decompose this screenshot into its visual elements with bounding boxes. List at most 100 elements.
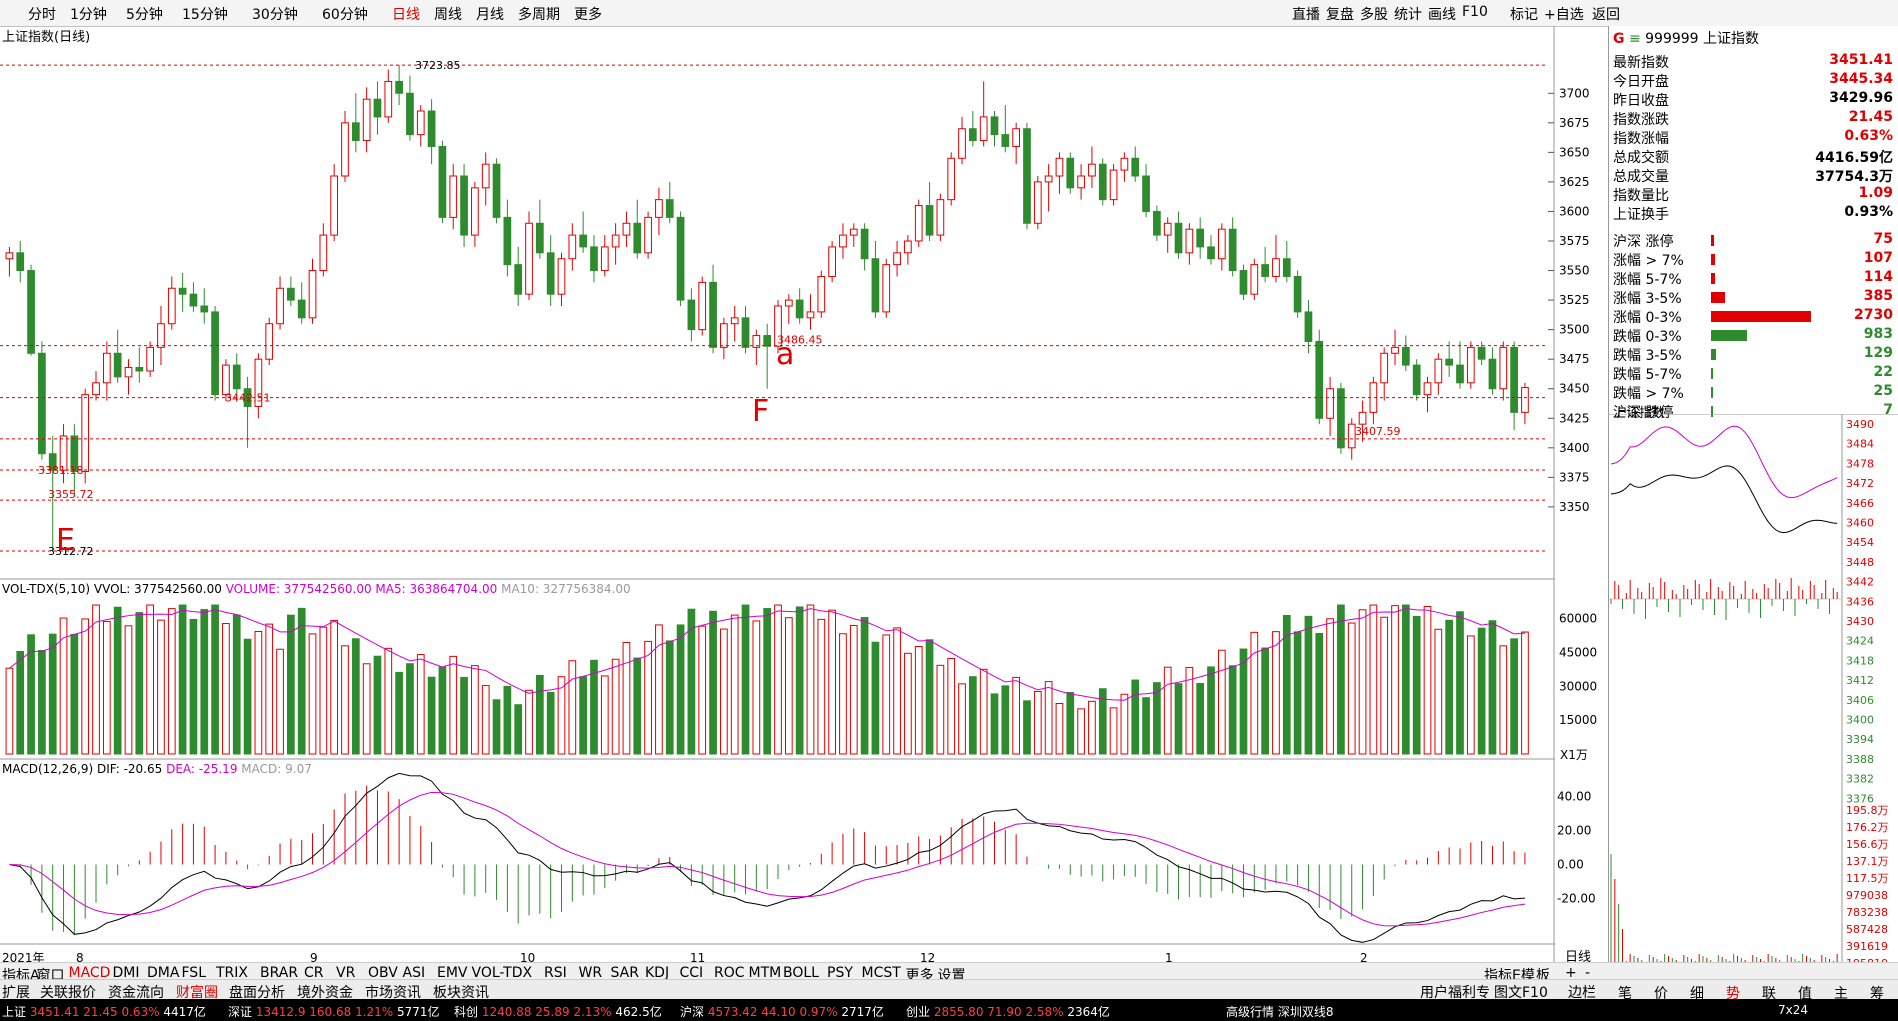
period-tab-6[interactable]: 日线: [392, 7, 420, 23]
volume-bar: [1044, 681, 1053, 755]
indicator-tab-2[interactable]: MACD: [68, 965, 111, 981]
indicator-tab-16[interactable]: SAR: [610, 965, 639, 981]
indicator-tab-14[interactable]: RSI: [544, 965, 567, 981]
indicator-tab-17[interactable]: KDJ: [645, 965, 670, 981]
panel-tab-3[interactable]: 势: [1726, 986, 1740, 1002]
candle: [113, 352, 122, 378]
indicator-tab-3[interactable]: DMI: [112, 965, 140, 981]
period-tab-0[interactable]: 分时: [28, 7, 56, 23]
quote-value: 21.45: [1848, 109, 1893, 125]
mini-y-label: 3442: [1846, 576, 1874, 589]
side-tab-0[interactable]: 用户福利专: [1420, 985, 1490, 1001]
candle: [1001, 134, 1010, 147]
status-index-sz[interactable]: 深证 13412.9 160.68 1.21% 5771亿: [228, 1003, 440, 1020]
toolbar-button-2[interactable]: 多股: [1360, 7, 1388, 23]
indicator-tab-22[interactable]: PSY: [827, 965, 853, 981]
panel-tab-6[interactable]: 主: [1834, 986, 1848, 1002]
panel-tab-1[interactable]: 价: [1654, 986, 1668, 1002]
ind-side-tab-3[interactable]: -: [1585, 965, 1591, 981]
panel-tab-2[interactable]: 细: [1690, 986, 1704, 1002]
volume-bar: [1337, 604, 1345, 755]
server-status[interactable]: 高级行情 深圳双线8: [1226, 1005, 1334, 1019]
breadth-row: 跌幅 5-7% 22: [1613, 364, 1895, 383]
info-tab-0[interactable]: 扩展: [2, 985, 30, 1001]
period-tab-2[interactable]: 5分钟: [126, 7, 163, 23]
info-tab-5[interactable]: 境外资金: [297, 985, 353, 1001]
toolbar-button-6[interactable]: 标记: [1510, 7, 1538, 23]
status-chg: 71.90: [987, 1005, 1026, 1019]
breadth-label: 涨幅 5-7%: [1613, 272, 1682, 288]
indicator-tab-20[interactable]: MTM: [748, 965, 782, 981]
status-index-sh[interactable]: 上证 3451.41 21.45 0.63% 4417亿: [2, 1003, 206, 1020]
indicator-tab-5[interactable]: FSL: [181, 965, 207, 981]
period-tab-3[interactable]: 15分钟: [182, 7, 228, 23]
indicator-tab-18[interactable]: CCI: [679, 965, 704, 981]
volume-bar: [330, 619, 339, 755]
candle: [849, 228, 858, 236]
indicator-tab-10[interactable]: OBV: [368, 965, 398, 981]
volume-bar: [600, 675, 609, 755]
side-tab-2[interactable]: 边栏: [1568, 985, 1596, 1001]
info-tab-2[interactable]: 资金流向: [108, 985, 164, 1001]
indicator-tab-23[interactable]: MCST: [861, 965, 901, 981]
info-tab-4[interactable]: 盘面分析: [229, 985, 285, 1001]
info-tab-1[interactable]: 关联报价: [40, 985, 96, 1001]
indicator-tab-19[interactable]: ROC: [714, 965, 745, 981]
info-tab-7[interactable]: 板块资讯: [433, 985, 489, 1001]
kline-chart[interactable]: 3723.85 3486.45 3442.51 3407.59 3381.18 3355.…: [0, 26, 1555, 970]
period-tab-9[interactable]: 多周期: [518, 7, 560, 23]
panel-tab-0[interactable]: 笔: [1618, 986, 1632, 1002]
indicator-tab-8[interactable]: CR: [304, 965, 324, 981]
candle: [1033, 181, 1042, 224]
panel-tab-4[interactable]: 联: [1762, 986, 1776, 1002]
ind-side-tab-2[interactable]: +: [1565, 965, 1577, 981]
intraday-chart[interactable]: 3490 3484 3478 3472 3466 3460 3454 3448 3442 3436…: [1609, 414, 1898, 994]
indicator-tab-6[interactable]: TRIX: [216, 965, 248, 981]
info-tab-6[interactable]: 市场资讯: [365, 985, 421, 1001]
volume-bar: [38, 650, 46, 755]
side-tab-1[interactable]: 图文F10: [1494, 985, 1548, 1001]
toolbar-button-5[interactable]: F10: [1462, 4, 1488, 20]
panel-tab-7[interactable]: 筹: [1870, 986, 1884, 1002]
period-tab-7[interactable]: 周线: [434, 7, 462, 23]
indicator-tab-12[interactable]: EMV: [437, 965, 468, 981]
candle: [1315, 340, 1324, 419]
volume-bar: [1434, 628, 1443, 755]
period-tab-8[interactable]: 月线: [476, 7, 504, 23]
status-index-cy[interactable]: 创业 2855.80 71.90 2.58% 2364亿: [906, 1003, 1110, 1020]
toolbar-button-7[interactable]: +自选: [1544, 7, 1584, 23]
volume-bar: [243, 638, 252, 755]
status-index-kc[interactable]: 科创 1240.88 25.89 2.13% 462.5亿: [454, 1003, 662, 1020]
toolbar-button-8[interactable]: 返回: [1592, 7, 1620, 23]
candle: [492, 163, 501, 218]
indicator-tab-21[interactable]: BOLL: [783, 965, 819, 981]
indicator-tab-15[interactable]: WR: [578, 965, 603, 981]
info-tab-3[interactable]: 财富圈: [176, 985, 218, 1001]
toolbar-button-4[interactable]: 画线: [1428, 7, 1456, 23]
quote-label: 上证换手: [1613, 207, 1669, 223]
indicator-tab-13[interactable]: VOL-TDX: [471, 965, 533, 981]
indicator-tab-7[interactable]: BRAR: [260, 965, 299, 981]
indicator-tab-11[interactable]: ASI: [402, 965, 426, 981]
quote-label: 最新指数: [1613, 55, 1669, 71]
toolbar-button-0[interactable]: 直播: [1292, 7, 1320, 23]
volume-bar: [1077, 708, 1085, 755]
volume-bar: [1033, 690, 1042, 755]
indicator-tab-9[interactable]: VR: [336, 965, 356, 981]
period-tab-10[interactable]: 更多: [574, 7, 602, 23]
x-tick-label: 9: [310, 951, 318, 965]
toolbar-button-1[interactable]: 复盘: [1326, 7, 1354, 23]
period-tab-5[interactable]: 60分钟: [322, 7, 368, 23]
menu-icon[interactable]: ≡: [1628, 31, 1641, 47]
volume-bar: [16, 650, 25, 755]
y-tick-label: 3450: [1559, 382, 1590, 396]
candle: [1185, 228, 1194, 254]
period-tab-1[interactable]: 1分钟: [70, 7, 107, 23]
breadth-value: 385: [1863, 288, 1893, 304]
panel-tab-5[interactable]: 值: [1798, 986, 1812, 1002]
status-index-hs[interactable]: 沪深 4573.42 44.10 0.97% 2717亿: [680, 1003, 884, 1020]
indicator-tab-4[interactable]: DMA: [147, 965, 180, 981]
period-tab-4[interactable]: 30分钟: [252, 7, 298, 23]
toolbar-button-3[interactable]: 统计: [1394, 7, 1422, 23]
y-tick-label: 3550: [1559, 264, 1590, 278]
